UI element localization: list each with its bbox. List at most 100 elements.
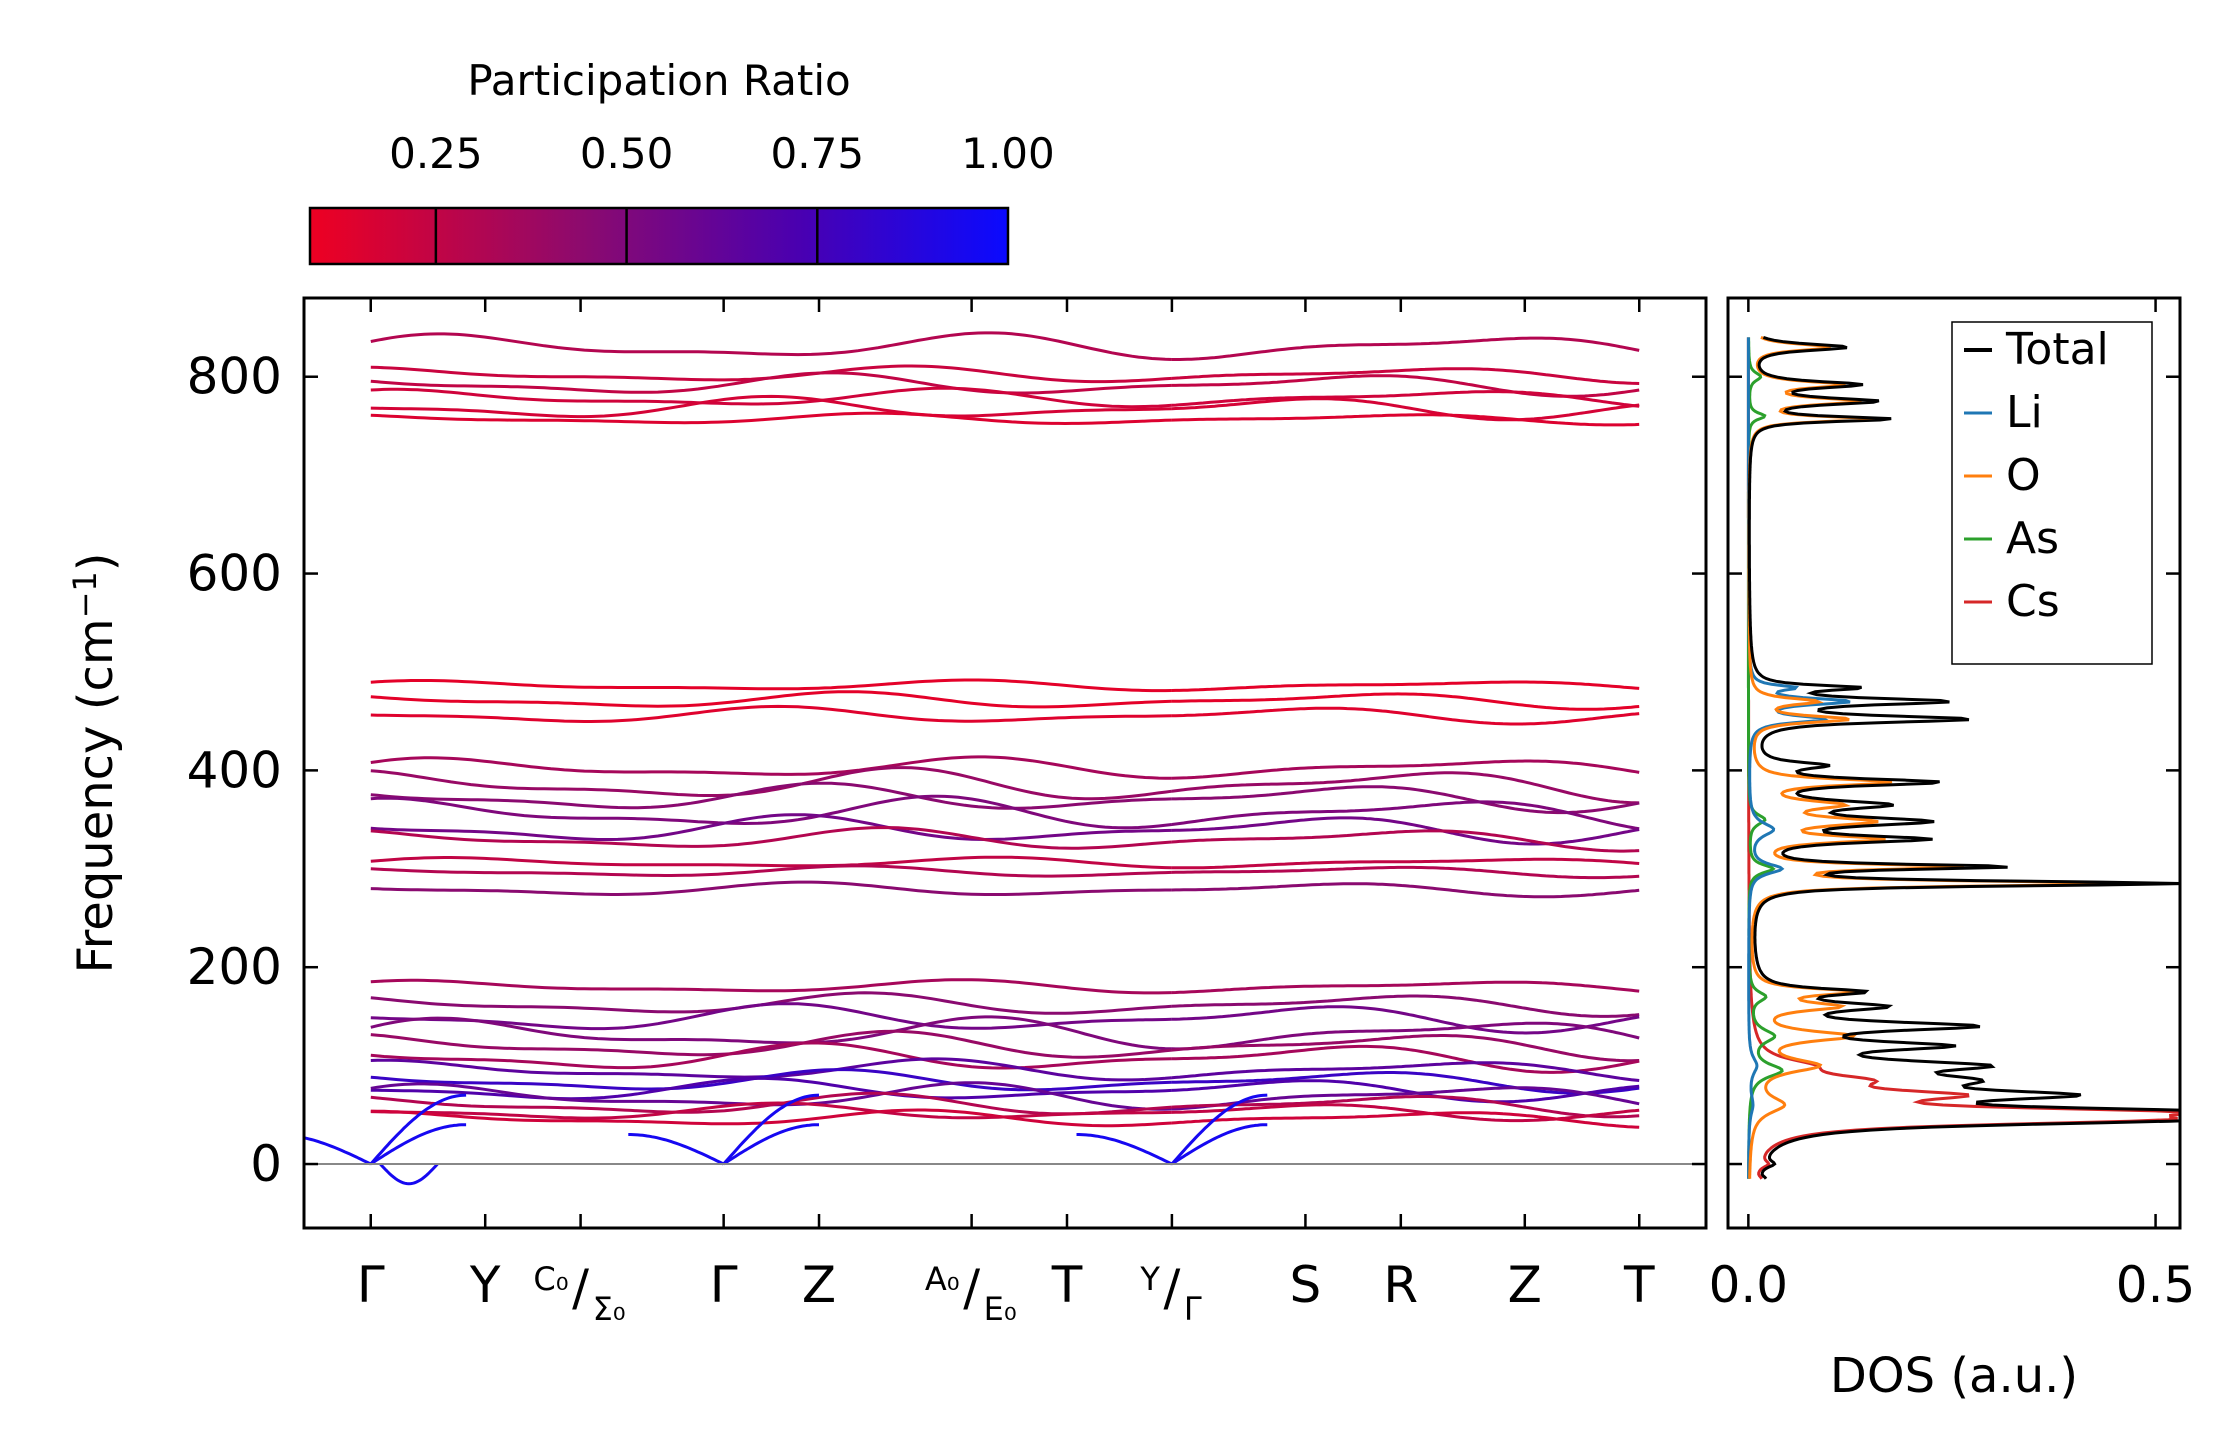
acoustic-branch bbox=[304, 1136, 372, 1166]
band-line bbox=[1171, 680, 1640, 692]
band-line bbox=[1171, 759, 1640, 780]
dos-line-li bbox=[1746, 337, 1851, 1179]
band-line bbox=[1171, 692, 1640, 711]
band-line bbox=[370, 704, 1172, 723]
k-label-slash: / bbox=[963, 1259, 980, 1317]
k-label-slash: / bbox=[572, 1259, 589, 1317]
colorbar-tick-label: 0.25 bbox=[389, 129, 483, 178]
colorbar-tick-label: 0.75 bbox=[771, 129, 865, 178]
y-tick-label: 800 bbox=[187, 348, 282, 406]
k-label: T bbox=[1051, 1256, 1083, 1314]
y-tick-label: 0 bbox=[250, 1135, 282, 1193]
band-line bbox=[1171, 994, 1640, 1018]
y-axis-label-end: ) bbox=[68, 552, 124, 571]
legend-label-as: As bbox=[2006, 513, 2059, 564]
acoustic-branch bbox=[1076, 1133, 1173, 1166]
k-label: Z bbox=[802, 1256, 836, 1314]
band-line bbox=[1171, 1111, 1640, 1129]
k-label: Γ bbox=[710, 1256, 738, 1314]
k-label-slash: / bbox=[1163, 1259, 1180, 1317]
band-line bbox=[1171, 397, 1640, 422]
band-line bbox=[370, 1015, 1172, 1051]
band-line bbox=[370, 813, 1172, 842]
dos-panel: 0.0 0.5 DOS (a.u.) Total Li O As Cs bbox=[1709, 296, 2196, 1404]
band-line bbox=[370, 978, 1172, 995]
acoustic-branch bbox=[1171, 1123, 1268, 1166]
band-line bbox=[1171, 413, 1640, 427]
band-line bbox=[370, 794, 1173, 830]
y-axis-label: Frequency (cm−1) bbox=[66, 552, 124, 973]
legend-label-o: O bbox=[2006, 450, 2041, 501]
band-line bbox=[1171, 390, 1640, 408]
band-line bbox=[370, 1029, 1173, 1059]
dos-x-tick-label: 0.5 bbox=[2116, 1256, 2196, 1314]
band-line bbox=[370, 755, 1172, 780]
band-line bbox=[1171, 1021, 1640, 1051]
legend-box bbox=[1951, 321, 2153, 665]
band-line bbox=[1171, 865, 1640, 880]
band-line bbox=[1171, 1061, 1640, 1082]
band-line bbox=[1171, 800, 1640, 831]
k-label-upper: A₀ bbox=[925, 1260, 960, 1298]
band-line bbox=[370, 1091, 1173, 1116]
acoustic-branch bbox=[369, 1123, 467, 1166]
band-line bbox=[370, 880, 1172, 896]
y-axis-label-sup: −1 bbox=[66, 571, 104, 618]
band-line bbox=[1171, 367, 1640, 385]
band-line bbox=[370, 394, 1172, 419]
band-line bbox=[370, 1002, 1172, 1031]
dos-x-axis-label: DOS (a.u.) bbox=[1830, 1348, 2078, 1404]
y-tick-label: 200 bbox=[187, 938, 282, 996]
dos-x-tick-label: 0.0 bbox=[1709, 1256, 1789, 1314]
band-axes-frame bbox=[302, 296, 1708, 1230]
band-line bbox=[1171, 882, 1640, 899]
band-line bbox=[370, 364, 1172, 384]
acoustic-branch bbox=[722, 1123, 819, 1166]
k-label-upper: C₀ bbox=[533, 1260, 568, 1298]
colorbar-tick-label: 1.00 bbox=[961, 129, 1055, 178]
band-line bbox=[1171, 706, 1640, 726]
band-line bbox=[1171, 771, 1640, 805]
band-line bbox=[1171, 816, 1640, 846]
band-line bbox=[370, 678, 1172, 693]
legend-label-cs: Cs bbox=[2006, 576, 2060, 627]
y-tick-label: 400 bbox=[187, 741, 282, 799]
dos-line-total bbox=[1747, 335, 2180, 1180]
k-label-upper: Y bbox=[1139, 1260, 1160, 1298]
acoustic-branch bbox=[1170, 1093, 1268, 1165]
k-label: R bbox=[1383, 1256, 1418, 1314]
band-line bbox=[370, 411, 1172, 426]
band-line bbox=[1171, 1079, 1640, 1104]
colorbar-gradient bbox=[308, 206, 1010, 266]
k-label-lower: Σ₀ bbox=[593, 1290, 626, 1328]
k-label: Γ bbox=[357, 1256, 385, 1314]
band-line bbox=[370, 766, 1173, 801]
band-line bbox=[1171, 829, 1640, 853]
k-label: S bbox=[1290, 1256, 1322, 1314]
band-line bbox=[1171, 1095, 1640, 1119]
k-label-lower: Γ bbox=[1184, 1290, 1202, 1328]
k-label: T bbox=[1623, 1256, 1655, 1314]
band-line bbox=[1171, 980, 1640, 995]
colorbar-tick-label: 0.50 bbox=[580, 129, 674, 178]
band-line bbox=[1171, 336, 1640, 361]
band-line bbox=[370, 371, 1172, 395]
k-label: Y bbox=[469, 1256, 501, 1314]
band-line bbox=[370, 1041, 1172, 1070]
band-line bbox=[370, 825, 1173, 850]
colorbar-title: Participation Ratio bbox=[467, 56, 850, 105]
band-line bbox=[370, 386, 1172, 409]
band-line bbox=[370, 690, 1172, 709]
band-line bbox=[370, 864, 1172, 878]
legend-label-total: Total bbox=[2005, 324, 2109, 375]
legend-label-li: Li bbox=[2006, 387, 2043, 438]
acoustic-branch bbox=[628, 1133, 725, 1166]
band-line bbox=[370, 331, 1172, 361]
band-line bbox=[1171, 857, 1640, 870]
acoustic-branch bbox=[369, 1093, 467, 1165]
colorbar: Participation Ratio 0.25 0.50 0.75 1.00 bbox=[308, 56, 1055, 266]
k-label: Z bbox=[1508, 1256, 1542, 1314]
band-line bbox=[1171, 1044, 1640, 1074]
